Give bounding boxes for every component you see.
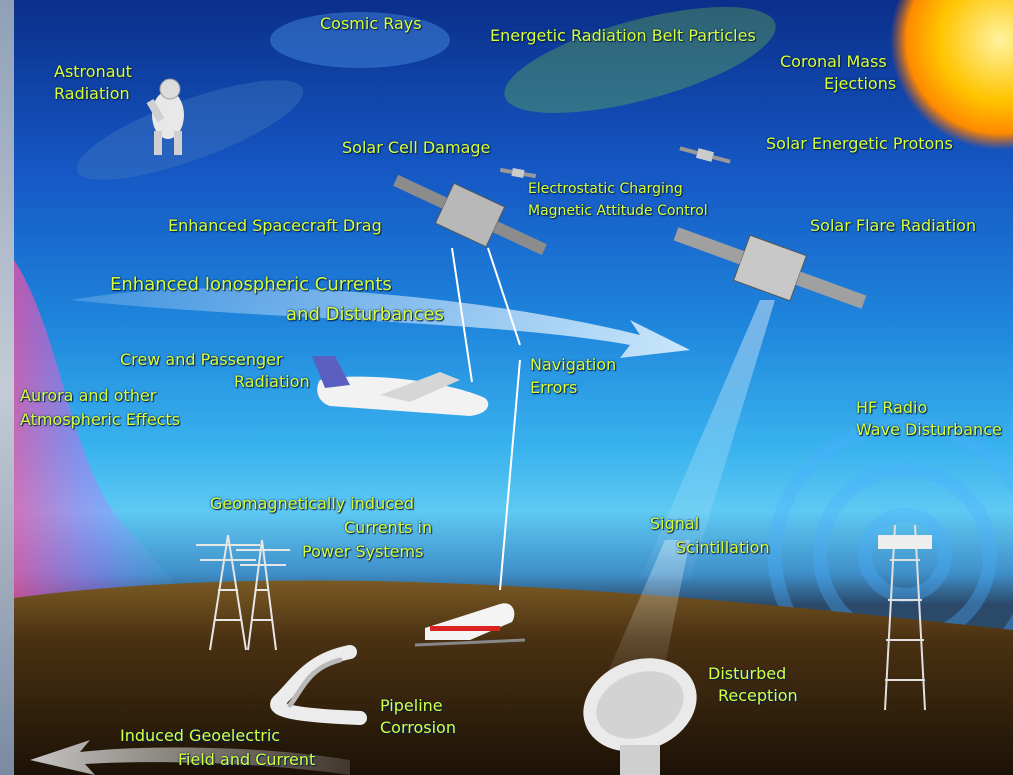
label-spacecraft-drag: Enhanced Spacecraft Drag bbox=[168, 216, 382, 235]
radio-tower bbox=[878, 524, 932, 711]
label-astronaut-1: Astronaut bbox=[54, 62, 132, 81]
geoelectric-arrow bbox=[30, 740, 350, 775]
satellite-drag bbox=[393, 174, 547, 256]
label-nav-1: Navigation bbox=[530, 355, 617, 374]
dish-beam bbox=[600, 540, 690, 690]
left-border bbox=[0, 0, 14, 775]
label-hf-1: HF Radio bbox=[856, 398, 928, 417]
label-gic-3: Power Systems bbox=[302, 542, 424, 561]
satellite-flare bbox=[673, 227, 867, 309]
label-disturbed-2: Reception bbox=[718, 686, 798, 705]
particle-streaks bbox=[76, 7, 776, 180]
pipeline bbox=[270, 645, 367, 725]
label-cme-1: Coronal Mass bbox=[780, 52, 887, 71]
label-pipeline-1: Pipeline bbox=[380, 696, 443, 715]
label-magnetic-attitude: Magnetic Attitude Control bbox=[528, 203, 708, 219]
label-hf-2: Wave Disturbance bbox=[856, 420, 1002, 439]
label-gic-2: Currents in bbox=[344, 518, 433, 537]
label-geoelectric-2: Field and Current bbox=[178, 750, 316, 769]
label-iono-1: Enhanced Ionospheric Currents bbox=[110, 274, 392, 295]
aurora bbox=[14, 260, 190, 600]
label-belt-particles: Energetic Radiation Belt Particles bbox=[490, 26, 756, 45]
label-solar-flare: Solar Flare Radiation bbox=[810, 216, 977, 235]
ground bbox=[14, 580, 1013, 775]
label-geoelectric-1: Induced Geoelectric bbox=[120, 726, 281, 745]
power-pylons bbox=[196, 534, 290, 651]
label-crew-2: Radiation bbox=[234, 372, 310, 391]
label-pipeline-2: Corrosion bbox=[380, 718, 456, 737]
label-signal-2: Scintillation bbox=[676, 538, 770, 557]
airplane bbox=[312, 356, 489, 416]
satellite-small-1 bbox=[499, 167, 537, 179]
label-nav-2: Errors bbox=[530, 378, 578, 397]
label-aurora-2: Atmospheric Effects bbox=[20, 410, 181, 429]
sun bbox=[890, 0, 1013, 150]
satellite-dish bbox=[583, 658, 697, 775]
label-cosmic-rays: Cosmic Rays bbox=[320, 14, 422, 33]
train bbox=[414, 603, 526, 647]
ionospheric-arrow bbox=[70, 287, 690, 358]
label-gic-1: Geomagnetically induced bbox=[210, 494, 415, 513]
label-electrostatic: Electrostatic Charging bbox=[528, 181, 683, 197]
label-astronaut-2: Radiation bbox=[54, 84, 130, 103]
label-disturbed-1: Disturbed bbox=[708, 664, 787, 683]
label-solar-cell: Solar Cell Damage bbox=[342, 138, 491, 157]
label-iono-2: and Disturbances bbox=[286, 304, 444, 325]
satellite-beam bbox=[640, 300, 775, 580]
label-aurora-1: Aurora and other bbox=[20, 386, 157, 405]
label-signal-1: Signal bbox=[650, 514, 700, 533]
label-cme-2: Ejections bbox=[824, 74, 897, 93]
astronaut bbox=[146, 78, 184, 155]
navigation-lines bbox=[451, 247, 521, 591]
label-crew-1: Crew and Passenger bbox=[120, 350, 283, 369]
label-solar-protons: Solar Energetic Protons bbox=[766, 134, 953, 153]
satellite-small-2 bbox=[679, 146, 731, 164]
